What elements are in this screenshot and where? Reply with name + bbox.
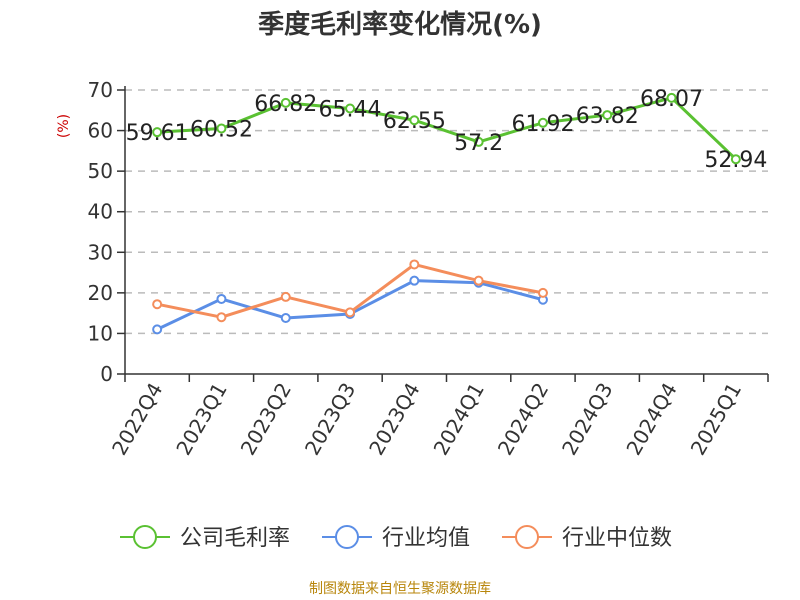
- data-point: [537, 287, 548, 298]
- data-label: 61.92: [511, 112, 574, 137]
- legend-swatch-marker: [515, 525, 539, 549]
- data-point: [666, 92, 677, 103]
- x-tick-label: 2023Q2: [236, 379, 296, 460]
- data-point: [280, 313, 291, 324]
- data-point: [216, 123, 227, 134]
- data-point: [537, 117, 548, 128]
- legend-label: 行业均值: [382, 526, 470, 551]
- y-tick-label: 70: [88, 78, 113, 102]
- data-label: 63.82: [576, 104, 639, 129]
- data-point: [409, 259, 420, 270]
- data-label: 65.44: [319, 98, 382, 123]
- x-tick-label: 2024Q3: [557, 379, 617, 460]
- x-tick-label: 2024Q2: [493, 379, 553, 460]
- x-tick-label: 2023Q4: [364, 379, 424, 460]
- y-tick-label: 20: [88, 281, 113, 305]
- data-label: 62.55: [383, 109, 446, 134]
- y-tick-label: 30: [88, 240, 113, 264]
- series-lines: [152, 92, 741, 335]
- series-line: [156, 279, 544, 331]
- x-tick-label: 2024Q1: [429, 379, 489, 460]
- data-point: [216, 312, 227, 323]
- data-point: [473, 136, 484, 147]
- series-1: [152, 92, 741, 165]
- data-label: 57.2: [454, 131, 503, 156]
- legend-item-3[interactable]: 行业中位数: [502, 525, 672, 551]
- data-point: [152, 299, 163, 310]
- data-point: [345, 103, 356, 114]
- legend-label: 行业中位数: [562, 526, 672, 551]
- legend-item-2[interactable]: 行业均值: [322, 525, 470, 551]
- data-point: [730, 154, 741, 165]
- data-label: 66.82: [254, 92, 317, 117]
- source-note: 制图数据来自恒生聚源数据库: [309, 581, 491, 597]
- data-point: [280, 291, 291, 302]
- series-line: [157, 96, 737, 161]
- data-point: [152, 324, 163, 335]
- data-label: 60.52: [190, 117, 253, 142]
- y-axis-ticks: 0 10 20 30 40 50 60 70: [88, 78, 125, 386]
- y-tick-label: 10: [88, 321, 113, 345]
- y-tick-label: 50: [88, 159, 113, 183]
- y-tick-label: 0: [100, 362, 113, 386]
- legend-swatch-marker: [133, 525, 157, 549]
- x-axis-ticks: 2022Q4 2023Q1 2023Q2 2023Q3 2023Q4 2024Q1 2024…: [107, 374, 769, 460]
- data-point: [345, 307, 356, 318]
- chart-title: 季度毛利率变化情况(%): [258, 9, 542, 40]
- data-label: 68.07: [640, 87, 703, 112]
- x-tick-label: 2023Q1: [171, 379, 231, 460]
- legend-label: 公司毛利率: [180, 526, 290, 551]
- data-point: [473, 275, 484, 286]
- data-point: [602, 110, 613, 121]
- legend[interactable]: 公司毛利率 行业均值 行业中位数: [120, 525, 672, 551]
- data-point: [409, 275, 420, 286]
- y-tick-label: 60: [88, 119, 113, 143]
- data-point: [152, 127, 163, 138]
- data-label: 59.61: [126, 121, 189, 146]
- data-point: [280, 97, 291, 108]
- x-tick-label: 2022Q4: [107, 379, 167, 460]
- legend-item-1[interactable]: 公司毛利率: [120, 525, 290, 551]
- legend-swatch-marker: [335, 525, 359, 549]
- x-tick-label: 2025Q1: [686, 379, 746, 460]
- series-3: [152, 259, 548, 323]
- data-point: [216, 293, 227, 304]
- x-tick-label: 2024Q4: [621, 379, 681, 460]
- grid-lines: [125, 89, 768, 335]
- series-2: [152, 275, 548, 335]
- data-label: 52.94: [704, 148, 767, 173]
- data-point: [409, 115, 420, 126]
- x-tick-label: 2023Q3: [300, 379, 360, 460]
- y-axis-unit: (%): [56, 114, 72, 138]
- y-tick-label: 40: [88, 200, 113, 224]
